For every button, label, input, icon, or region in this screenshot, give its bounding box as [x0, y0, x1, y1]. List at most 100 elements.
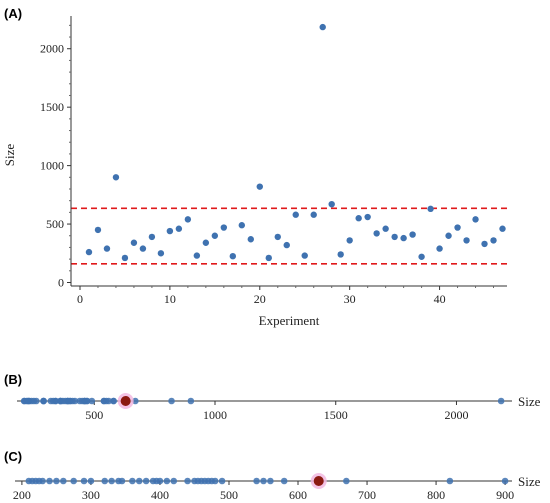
- data-point: [256, 183, 263, 190]
- tick-label: 300: [82, 488, 100, 502]
- data-point: [85, 248, 93, 256]
- data-point: [112, 174, 120, 181]
- data-point: [40, 397, 47, 405]
- tick-label: 400: [151, 488, 169, 502]
- tick-label: 600: [289, 488, 307, 502]
- data-point: [454, 224, 461, 231]
- data-point: [490, 237, 497, 244]
- data-point: [130, 239, 138, 246]
- tick-label: 200: [13, 488, 31, 502]
- data-point: [110, 397, 117, 405]
- data-point: [87, 477, 95, 485]
- panel-b: (B) 500 1000 1500 2000 Size: [4, 372, 541, 422]
- data-point: [121, 254, 129, 262]
- data-point: [129, 477, 136, 485]
- data-point: [391, 233, 398, 241]
- data-point: [132, 397, 139, 405]
- tick-label: 900: [496, 488, 514, 502]
- data-point: [135, 477, 143, 485]
- panel-c-label: (C): [4, 449, 22, 464]
- data-point: [283, 241, 290, 249]
- data-point: [328, 200, 335, 208]
- panel-c-points: [25, 473, 509, 489]
- data-point: [499, 225, 506, 232]
- panel-b-points: [20, 393, 505, 409]
- data-point: [218, 477, 226, 485]
- data-point: [220, 224, 228, 231]
- data-point: [142, 477, 150, 485]
- tick-label: 1500: [324, 408, 348, 422]
- data-point: [70, 477, 77, 485]
- data-point: [139, 245, 147, 252]
- panel-a-y-label: Size: [2, 144, 17, 167]
- data-point: [168, 397, 175, 405]
- panel-c-ticks: 200 300 400 500 600 700 800 900: [13, 481, 514, 502]
- data-point: [211, 232, 219, 239]
- tick-label: 700: [358, 488, 376, 502]
- y-tick-label: 2000: [40, 42, 64, 56]
- data-point: [163, 477, 171, 485]
- data-point: [46, 477, 53, 485]
- data-point: [148, 233, 156, 241]
- panel-a-ticks: 0 10 20 30 40 0 500 1000 1500 2000: [40, 24, 495, 306]
- data-point: [187, 397, 195, 405]
- data-point: [103, 245, 111, 252]
- data-point: [274, 233, 281, 241]
- panel-a-x-label: Experiment: [259, 313, 320, 328]
- data-point: [184, 216, 192, 223]
- data-point: [292, 211, 299, 218]
- data-point: [301, 252, 308, 259]
- data-point: [253, 477, 260, 485]
- highlight-point: [120, 396, 131, 406]
- data-point: [211, 477, 219, 485]
- x-tick-label: 20: [254, 292, 266, 306]
- y-tick-label: 1500: [40, 100, 64, 114]
- data-point: [81, 397, 88, 405]
- data-point: [343, 477, 350, 485]
- data-point: [445, 232, 452, 239]
- data-point: [238, 222, 246, 229]
- x-tick-label: 0: [77, 292, 83, 306]
- data-point: [166, 227, 174, 235]
- data-point: [400, 234, 407, 242]
- data-point: [76, 397, 84, 405]
- data-point: [418, 253, 425, 260]
- panel-b-ticks: 500 1000 1500 2000: [85, 401, 468, 422]
- data-point: [157, 250, 165, 257]
- data-point: [436, 245, 443, 252]
- data-point: [94, 226, 102, 234]
- data-point: [108, 477, 115, 485]
- data-point: [61, 397, 69, 405]
- y-tick-label: 1000: [40, 159, 64, 173]
- data-point: [193, 252, 201, 259]
- data-point: [364, 213, 371, 221]
- data-point: [53, 477, 60, 485]
- data-point: [23, 397, 30, 405]
- x-tick-label: 10: [164, 292, 176, 306]
- data-point: [39, 477, 46, 485]
- y-tick-label: 0: [58, 275, 64, 289]
- tick-label: 500: [85, 408, 103, 422]
- data-point: [28, 397, 35, 405]
- data-point: [229, 252, 237, 260]
- data-point: [497, 397, 505, 405]
- data-point: [267, 477, 274, 485]
- panel-a-thresholds: [71, 207, 507, 265]
- data-point: [170, 477, 178, 485]
- highlight-point: [313, 476, 324, 486]
- data-point: [319, 23, 326, 31]
- data-point: [260, 477, 267, 485]
- data-point: [446, 477, 454, 485]
- data-point: [427, 205, 434, 213]
- panel-a: (A) 0 10 20 30 40 0 500 1000 1500 2000 Size Exper…: [2, 6, 507, 328]
- data-point: [265, 254, 272, 262]
- data-point: [57, 397, 64, 405]
- y-tick-label: 500: [46, 217, 64, 231]
- panel-a-label: (A): [4, 6, 22, 21]
- data-point: [118, 477, 126, 485]
- tick-label: 800: [427, 488, 445, 502]
- data-point: [105, 397, 113, 405]
- data-point: [66, 397, 74, 405]
- data-point: [247, 236, 254, 243]
- data-point: [175, 225, 183, 232]
